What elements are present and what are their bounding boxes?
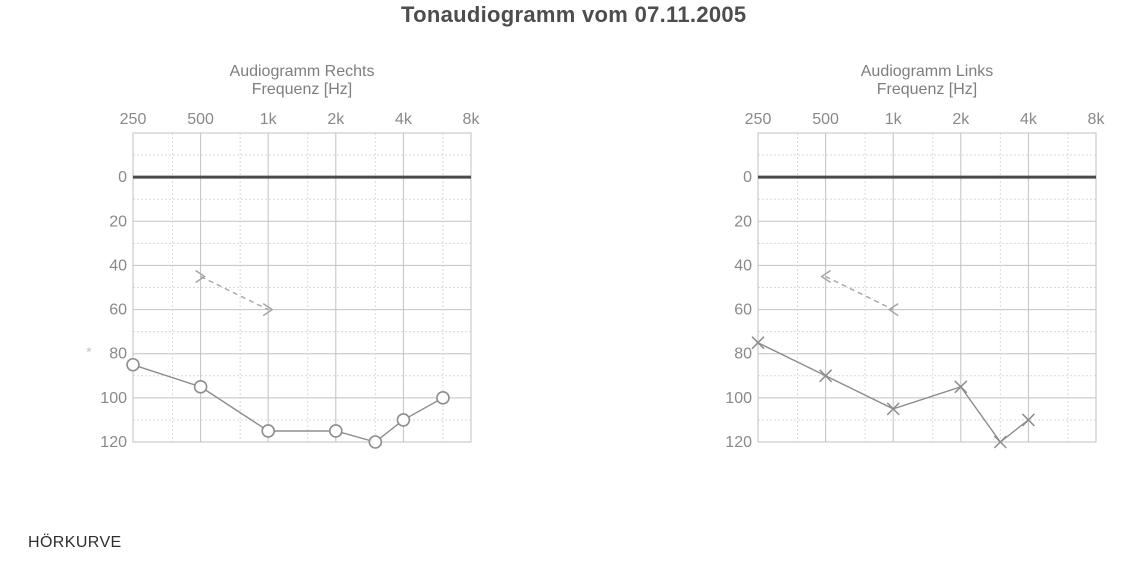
footer-label: HÖRKURVE	[28, 534, 122, 551]
circle-marker	[436, 391, 450, 405]
plot-border	[757, 132, 1097, 443]
circle-marker	[126, 357, 140, 372]
circle-marker	[261, 424, 275, 438]
x-marker	[1021, 413, 1035, 427]
y-tick-label: 60	[109, 302, 127, 319]
chart-xlabel-rechts: Frequenz [Hz]	[251, 81, 353, 98]
y-tick-label: 40	[734, 257, 752, 274]
air-conduction-line	[132, 364, 444, 443]
y-tick-label: 100	[100, 390, 127, 407]
x-marker	[751, 336, 765, 350]
y-tick-label: 20	[734, 213, 752, 230]
chart-plot-links: 250 500 1k 2k 4k 8k 0 20 40 60 80 100 120	[725, 111, 1106, 451]
x-tick-label: 1k	[260, 111, 278, 128]
y-tick-label: 0	[743, 169, 752, 186]
x-tick-label: 2k	[952, 111, 970, 128]
y-tick-label: 80	[734, 346, 752, 363]
y-tick-label: 40	[109, 257, 127, 274]
x-marker	[993, 435, 1007, 449]
x-tick-label: 500	[187, 111, 214, 128]
chart-title-links: Audiogramm Links	[860, 63, 994, 80]
circle-marker	[396, 413, 411, 427]
x-tick-label: 2k	[327, 111, 345, 128]
chevron-right-marker	[262, 302, 274, 317]
x-tick-label: 250	[120, 111, 147, 128]
audiogram-chart-rechts: Audiogramm Rechts Frequenz [Hz] 250 500 1k…	[80, 58, 500, 453]
y-tick-label: 120	[100, 434, 127, 451]
x-marker	[886, 402, 900, 416]
bone-conduction-line	[200, 275, 269, 311]
y-tick-label: 80	[109, 346, 127, 363]
bone-conduction-line	[825, 275, 894, 311]
x-marker	[819, 369, 833, 383]
circle-marker	[368, 435, 383, 449]
x-tick-label: 8k	[463, 111, 481, 128]
circle-marker	[193, 380, 208, 394]
y-tick-label: 20	[109, 213, 127, 230]
x-tick-label: 500	[812, 111, 839, 128]
plot-border	[132, 132, 472, 443]
x-tick-label: 1k	[885, 111, 903, 128]
chevron-right-marker	[195, 269, 206, 284]
y-tick-label: 120	[725, 434, 752, 451]
x-tick-label: 250	[745, 111, 772, 128]
y-tick-label: 60	[734, 302, 752, 319]
audiogram-chart-links: Audiogramm Links Frequenz [Hz] 250 500 1k 2…	[705, 58, 1125, 453]
circle-marker	[329, 424, 343, 438]
smudge-mark: *	[86, 344, 92, 361]
y-tick-label: 100	[725, 390, 752, 407]
chart-title-rechts: Audiogramm Rechts	[229, 63, 375, 80]
x-tick-label: 4k	[1020, 111, 1038, 128]
x-tick-label: 4k	[395, 111, 413, 128]
chevron-left-marker	[887, 302, 899, 317]
y-tick-label: 0	[118, 169, 127, 186]
chart-xlabel-links: Frequenz [Hz]	[876, 81, 978, 98]
chart-plot-rechts: 250 500 1k 2k 4k 8k 0 20 40 60 80 100 120	[100, 111, 481, 451]
x-marker	[954, 380, 968, 394]
chevron-left-marker	[820, 269, 832, 284]
x-tick-label: 8k	[1088, 111, 1106, 128]
page-title: Tonaudiogramm vom 07.11.2005	[401, 2, 747, 27]
